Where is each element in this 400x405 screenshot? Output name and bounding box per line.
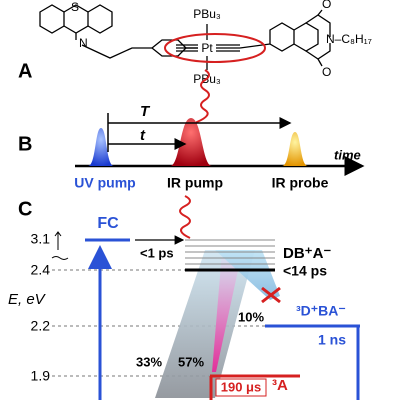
energy-tick: 1.9 [31,368,51,384]
panel-label: C [18,198,32,220]
delay-label: T [140,103,151,120]
blocked-mark [261,286,281,304]
axis-arrow [54,231,62,250]
ir-probe-label: IR probe [272,175,329,191]
decay-path [212,252,242,372]
energy-axis-label: E, eV [8,291,47,308]
energy-tick: 3.1 [31,231,51,247]
phosphine: PBu₃ [193,7,221,21]
metal: Pt [201,41,213,55]
ir-wave [186,69,210,135]
ir-probe-pulse [282,132,308,166]
a-time: 190 μs [221,379,262,394]
fc-time: <1 ps [140,245,174,260]
ir-pump-label: IR pump [167,175,223,191]
d-state: ³D⁺BA⁻ [296,303,346,319]
panel-label: A [18,60,32,82]
ir-pump-pulse [170,118,212,166]
d-yield: 10% [238,309,264,324]
highlight-ellipse [164,33,266,63]
yield-left: 33% [136,354,162,369]
energy-tick: 2.2 [31,318,51,334]
ir-wave [179,195,191,239]
uv-pulse [88,128,114,166]
oxygen: O [322,0,331,11]
db-state: DB⁺A⁻ [283,245,331,262]
a-state: ³A [272,377,288,394]
nitrogen: N [79,36,88,50]
yield-a: 57% [178,354,204,369]
db-time: <14 ps [283,263,327,279]
time-box [215,378,267,397]
fc-label: FC [97,215,119,232]
sulfur: S [71,0,79,14]
energy-guides [52,269,265,377]
delay-label: t [140,127,146,144]
oxygen: O [322,65,331,79]
axis-break [51,256,69,260]
panel-label: B [18,133,32,155]
imide: N–C₈H₁₇ [326,32,372,46]
db-levels [185,239,275,265]
energy-tick: 2.4 [31,262,51,278]
uv-pump-label: UV pump [74,175,135,191]
d-time: 1 ns [318,332,346,348]
structure [39,4,331,70]
time-label: time [334,147,361,162]
